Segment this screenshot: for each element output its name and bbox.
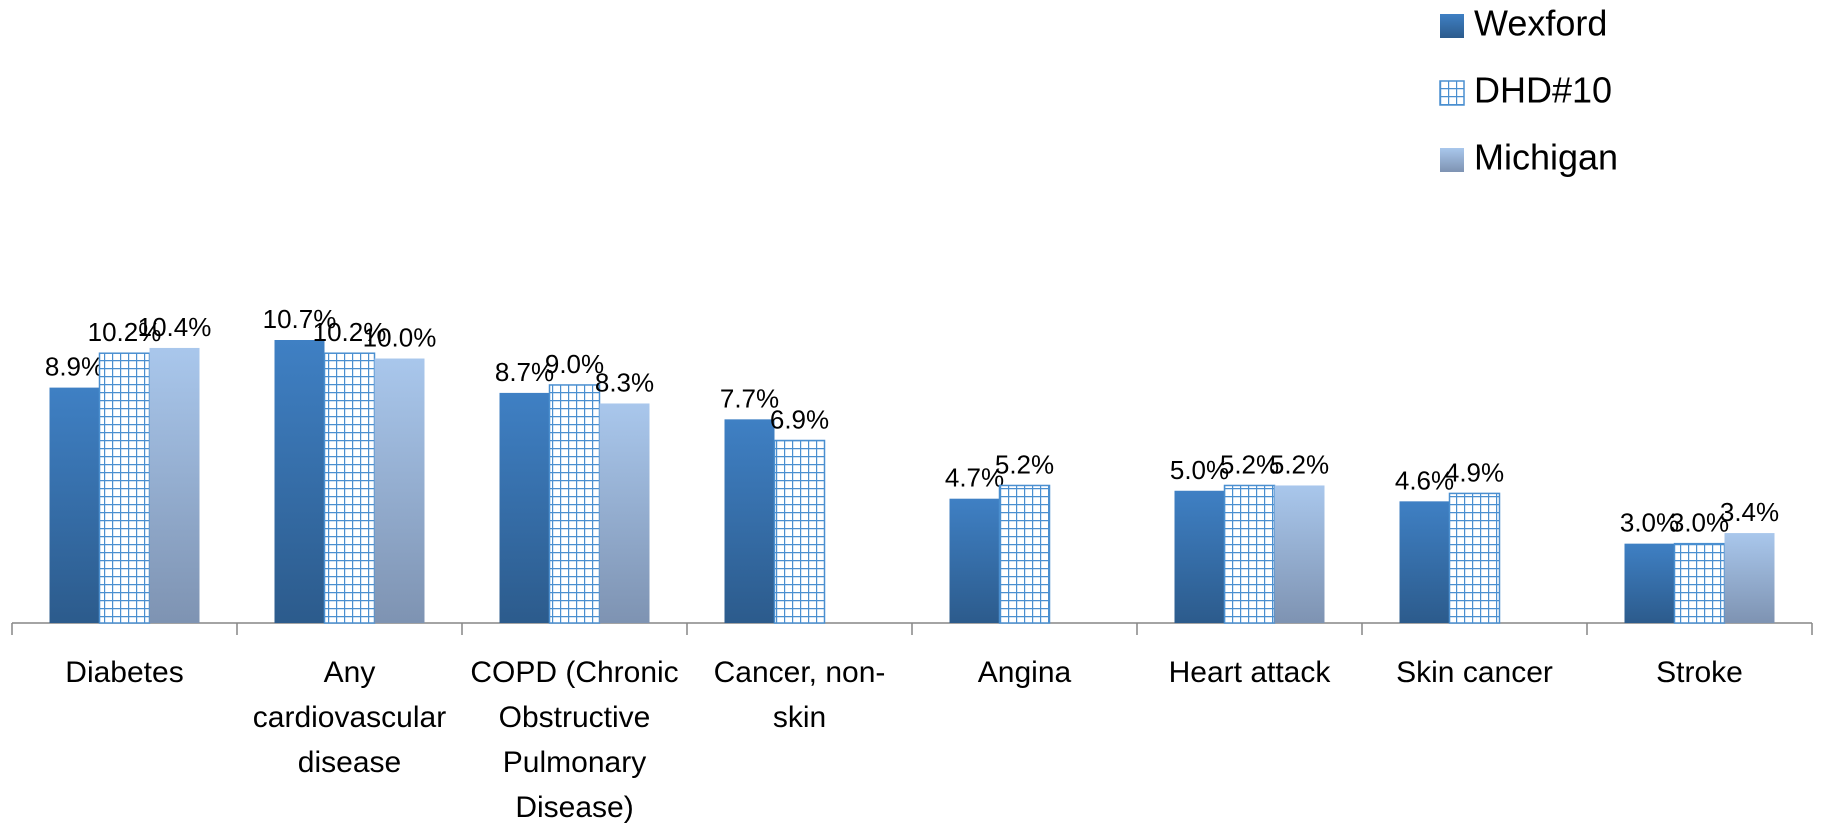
- value-label: 8.3%: [595, 367, 654, 397]
- value-label: 8.9%: [45, 352, 104, 382]
- legend-swatch: [1440, 14, 1464, 38]
- legend-label: Wexford: [1474, 3, 1607, 44]
- legend-label: DHD#10: [1474, 70, 1612, 111]
- bar: [274, 340, 325, 623]
- bar: [998, 484, 1051, 624]
- x-tick-label: Cancer, non-skin: [713, 656, 886, 734]
- x-tick-label: COPD (Chronic Obstructive Pulmonary Dise…: [470, 656, 679, 824]
- value-label: 5.0%: [1170, 455, 1229, 485]
- bar: [548, 384, 601, 624]
- bar: [1448, 492, 1501, 624]
- value-label: 7.7%: [720, 383, 779, 413]
- x-tick-label: Heart attack: [1168, 656, 1331, 689]
- value-label: 6.9%: [770, 405, 829, 435]
- bar: [49, 387, 100, 623]
- bar: [149, 347, 200, 623]
- bar: [949, 498, 1000, 623]
- value-label: 8.7%: [495, 357, 554, 387]
- value-label: 10.2%: [88, 317, 162, 347]
- value-label: 5.2%: [1220, 449, 1279, 479]
- x-tick-label: Angina: [977, 656, 1072, 689]
- value-label: 3.0%: [1620, 508, 1679, 538]
- legend-label: Michigan: [1474, 137, 1618, 178]
- bar: [374, 358, 425, 623]
- value-label: 5.2%: [995, 449, 1054, 479]
- value-label: 4.9%: [1445, 457, 1504, 487]
- value-label: 10.7%: [263, 304, 337, 334]
- value-label: 3.4%: [1720, 497, 1779, 527]
- bar: [1174, 490, 1225, 623]
- x-tick-label: Diabetes: [65, 656, 184, 689]
- bar: [1399, 501, 1450, 623]
- value-label: 10.2%: [313, 317, 387, 347]
- value-label: 4.7%: [945, 463, 1004, 493]
- bar: [1624, 543, 1675, 623]
- bar: [599, 403, 650, 623]
- bar: [1724, 533, 1775, 623]
- value-label: 10.0%: [363, 323, 437, 353]
- bar: [1673, 542, 1726, 624]
- legend-swatch: [1440, 148, 1464, 172]
- legend-swatch: [1439, 80, 1465, 106]
- bar: [1223, 484, 1276, 624]
- bar: [98, 352, 151, 624]
- value-label: 5.2%: [1270, 449, 1329, 479]
- value-label: 4.6%: [1395, 465, 1454, 495]
- bar: [499, 392, 550, 623]
- bar: [1274, 485, 1325, 623]
- x-tick-label: Skin cancer: [1396, 656, 1553, 689]
- bar: [323, 352, 376, 624]
- x-tick-label: Any cardiovascular disease: [252, 656, 447, 779]
- value-label: 3.0%: [1670, 508, 1729, 538]
- x-tick-label: Stroke: [1656, 656, 1743, 689]
- bar: [724, 419, 775, 623]
- value-label: 10.4%: [138, 312, 212, 342]
- bar: [773, 439, 826, 624]
- value-label: 9.0%: [545, 349, 604, 379]
